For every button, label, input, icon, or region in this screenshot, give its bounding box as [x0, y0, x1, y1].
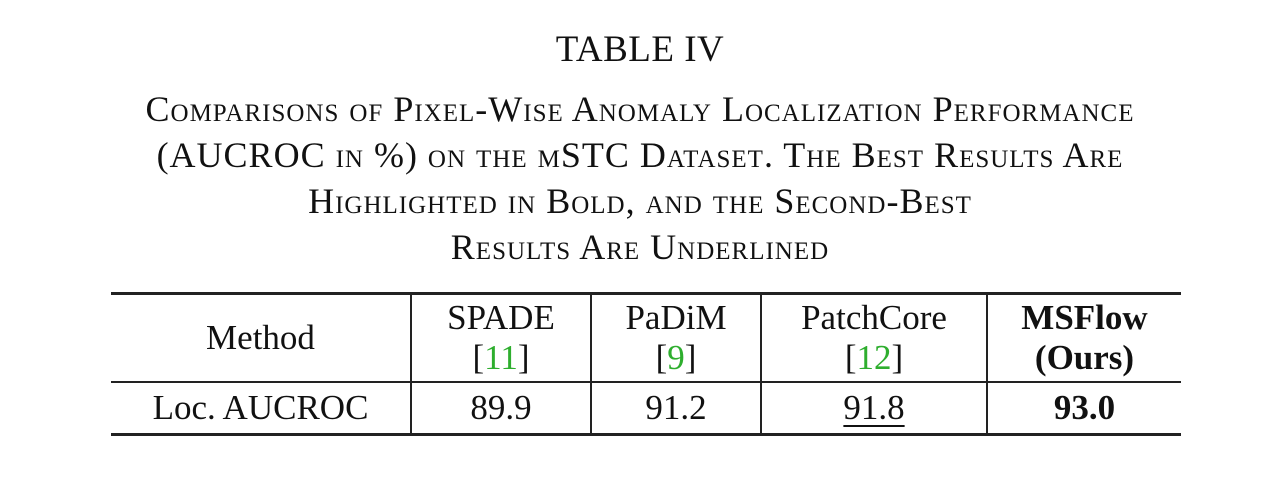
caption-line-4: Results Are Underlined [450, 227, 830, 267]
header-padim-cite-open: [ [655, 338, 668, 377]
header-msflow-name: MSFlow [1021, 298, 1148, 337]
header-msflow: MSFlow (Ours) [986, 293, 1181, 382]
caption-line-1: Comparisons of Pixel-Wise Anomaly Locali… [145, 89, 1135, 129]
cell-padim: 91.2 [590, 382, 761, 435]
table-row: Loc. AUCROC 89.9 91.2 91.8 93.0 [111, 382, 1181, 435]
header-padim-cite-close: ] [684, 338, 697, 377]
header-patchcore-cite-open: [ [844, 338, 857, 377]
citation-link-11[interactable]: 11 [484, 338, 518, 377]
table-caption: Comparisons of Pixel-Wise Anomaly Locali… [0, 86, 1280, 270]
header-method: Method [111, 294, 411, 383]
caption-line-2: (AUCROC in %) on the mSTC Dataset. The B… [156, 135, 1124, 175]
table-label: TABLE IV [555, 29, 725, 70]
header-spade-cite-close: ] [517, 338, 530, 377]
header-msflow-sub: (Ours) [1034, 338, 1135, 377]
header-padim: PaDiM [9] [590, 293, 761, 382]
header-row: Method SPADE [11] PaDiM [9] PatchCore [1… [111, 293, 1181, 383]
header-padim-name: PaDiM [625, 298, 727, 337]
header-spade: SPADE [11] [410, 293, 591, 382]
header-spade-name: SPADE [447, 298, 555, 337]
caption-line-3: Highlighted in Bold, and the Second-Best [308, 181, 972, 221]
cell-metric: Loc. AUCROC [152, 388, 369, 427]
cell-patchcore: 91.8 [760, 382, 987, 435]
citation-link-9[interactable]: 9 [667, 338, 685, 377]
header-spade-cite-open: [ [472, 338, 485, 377]
cell-patchcore-value: 91.8 [843, 388, 905, 427]
header-patchcore: PatchCore [12] [760, 293, 987, 382]
cell-spade: 89.9 [410, 382, 591, 435]
header-method-label: Method [206, 318, 315, 357]
results-table: Method SPADE [11] PaDiM [9] PatchCore [1… [111, 292, 1181, 436]
header-patchcore-cite-close: ] [891, 338, 904, 377]
header-patchcore-name: PatchCore [801, 298, 947, 337]
citation-link-12[interactable]: 12 [856, 338, 892, 377]
cell-msflow: 93.0 [986, 382, 1181, 435]
